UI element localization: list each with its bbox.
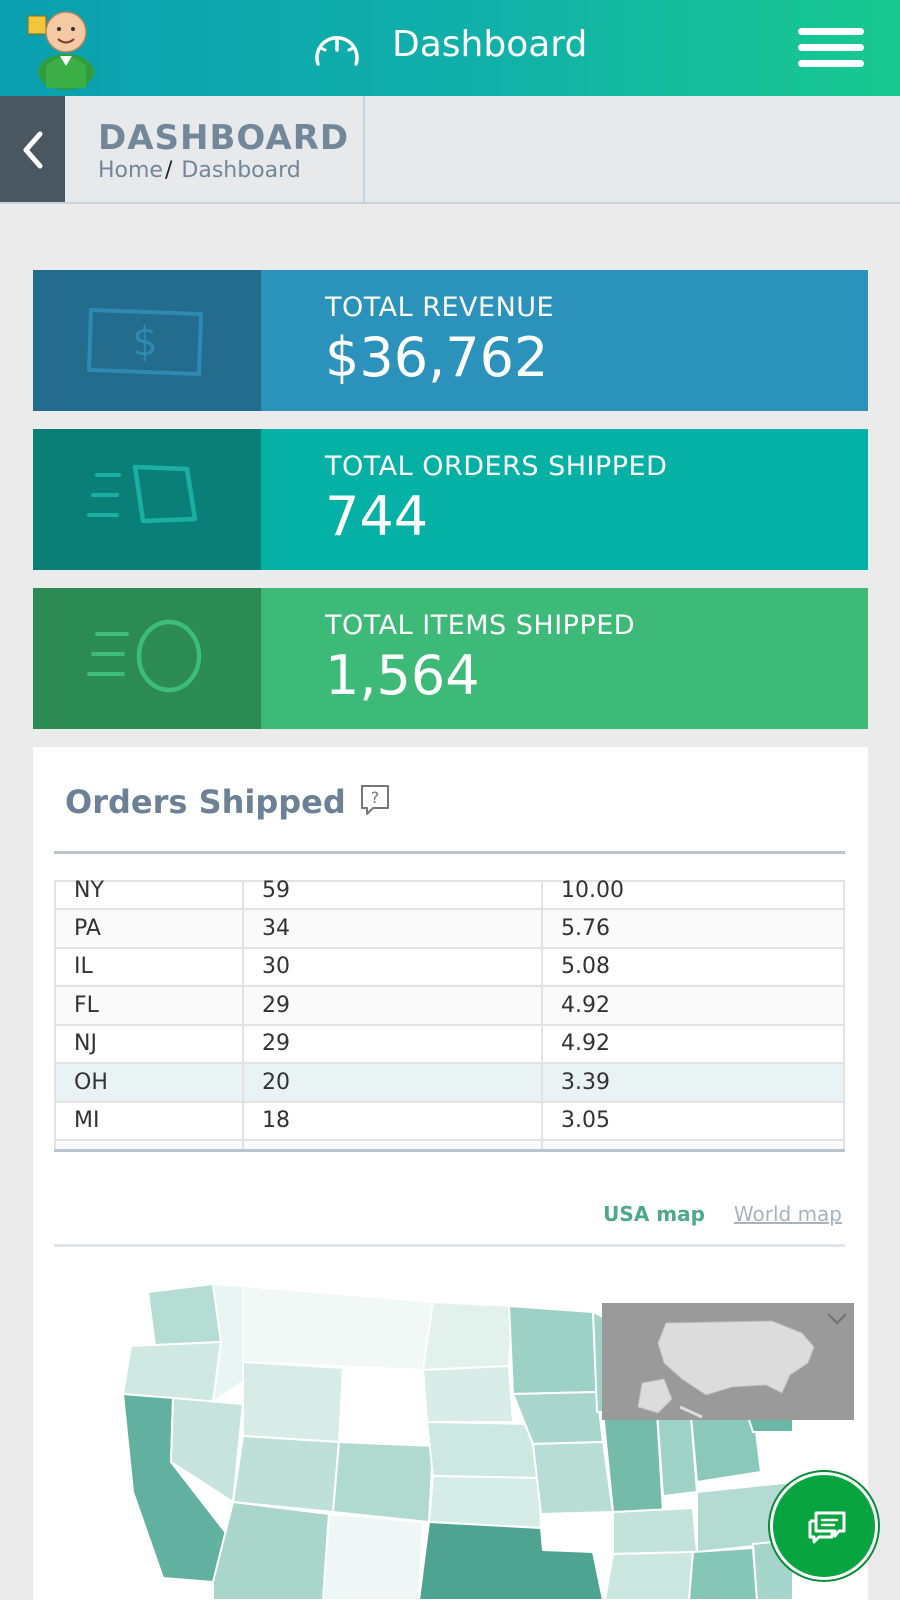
table-row: OH 20 3.39 — [54, 1062, 845, 1103]
percent-cell: 10.00 — [541, 880, 845, 910]
state-cell: NJ — [54, 1023, 244, 1064]
percent-cell: 5.08 — [541, 946, 845, 987]
percent-cell: 3.39 — [541, 1062, 845, 1103]
map-overview-inset[interactable] — [602, 1303, 854, 1420]
table-row: PA 34 5.76 — [54, 908, 845, 949]
divider — [54, 851, 845, 854]
state-cell: PA — [54, 908, 244, 949]
chevron-down-icon[interactable] — [826, 1308, 848, 1330]
count-cell: 18 — [242, 1100, 543, 1141]
hamburger-menu-icon[interactable] — [798, 26, 868, 70]
mascot-logo[interactable] — [26, 4, 102, 90]
fast-circle-icon — [87, 619, 202, 693]
breadcrumb-current: Dashboard — [181, 158, 301, 183]
count-cell: 30 — [242, 946, 543, 987]
divider — [54, 1244, 845, 1247]
table-row: FL 29 4.92 — [54, 985, 845, 1026]
count-cell: 34 — [242, 908, 543, 949]
percent-cell: 4.92 — [541, 985, 845, 1026]
speedometer-icon — [312, 26, 362, 70]
percent-cell: 4.92 — [541, 1023, 845, 1064]
fast-box-icon — [87, 464, 198, 524]
table-row: MI 18 3.05 — [54, 1100, 845, 1141]
stat-icon-area — [33, 588, 261, 729]
count-cell: 29 — [242, 1023, 543, 1064]
chat-bubbles-icon — [808, 1511, 846, 1544]
help-bubble-icon[interactable]: ? — [359, 783, 391, 817]
dollar-bill-icon: $ — [87, 308, 203, 376]
state-cell: MI — [54, 1100, 244, 1141]
table-row: NY 59 10.00 — [54, 880, 845, 910]
top-bar: Dashboard — [0, 0, 900, 96]
stat-label: TOTAL ITEMS SHIPPED — [325, 610, 636, 641]
world-map-link[interactable]: World map — [733, 1202, 842, 1226]
usa-map-link[interactable]: USA map — [603, 1202, 705, 1226]
breadcrumb: Home/ Dashboard — [98, 158, 301, 183]
state-cell: GA — [54, 1139, 244, 1149]
app-title: Dashboard — [392, 24, 588, 65]
stat-icon-area: $ — [33, 270, 261, 411]
table-row: IL 30 5.08 — [54, 946, 845, 987]
svg-text:$: $ — [132, 319, 157, 365]
stat-label: TOTAL REVENUE — [325, 292, 555, 323]
count-cell: 59 — [242, 880, 543, 910]
page-title: DASHBOARD — [98, 118, 350, 158]
table-row: NJ 29 4.92 — [54, 1023, 845, 1064]
state-cell: OH — [54, 1062, 244, 1103]
breadcrumb-box: DASHBOARD Home/ Dashboard — [65, 96, 365, 202]
back-button[interactable] — [0, 96, 65, 202]
orders-shipped-panel: Orders Shipped ? NY 59 10.00 PA 34 5.76 — [33, 747, 868, 1600]
svg-text:?: ? — [371, 788, 380, 807]
state-cell: FL — [54, 985, 244, 1026]
state-cell: IL — [54, 946, 244, 987]
chat-button[interactable] — [770, 1472, 878, 1580]
count-cell: 20 — [242, 1062, 543, 1103]
stat-icon-area — [33, 429, 261, 570]
breadcrumb-home-link[interactable]: Home — [98, 158, 163, 183]
stat-value: 1,564 — [325, 644, 480, 707]
orders-table[interactable]: NY 59 10.00 PA 34 5.76 IL 30 5.08 FL 29 — [54, 880, 845, 1152]
breadcrumb-separator: / — [164, 158, 173, 183]
chevron-left-icon — [23, 131, 43, 169]
stat-card-orders: TOTAL ORDERS SHIPPED 744 — [33, 429, 868, 570]
count-cell: 29 — [242, 985, 543, 1026]
percent-cell: 2.88 — [541, 1139, 845, 1149]
panel-title: Orders Shipped — [65, 783, 346, 821]
stat-text-area: TOTAL REVENUE $36,762 — [261, 270, 868, 411]
page-header: DASHBOARD Home/ Dashboard — [0, 96, 900, 204]
count-cell: 17 — [242, 1139, 543, 1149]
stat-label: TOTAL ORDERS SHIPPED — [325, 451, 668, 482]
state-cell: NY — [54, 880, 244, 910]
stat-card-revenue: $ TOTAL REVENUE $36,762 — [33, 270, 868, 411]
map-toggle: USA map World map — [581, 1202, 842, 1226]
stat-value: 744 — [325, 485, 429, 548]
stat-text-area: TOTAL ORDERS SHIPPED 744 — [261, 429, 868, 570]
stat-value: $36,762 — [325, 326, 549, 389]
percent-cell: 5.76 — [541, 908, 845, 949]
stat-text-area: TOTAL ITEMS SHIPPED 1,564 — [261, 588, 868, 729]
table-row: GA 17 2.88 — [54, 1139, 845, 1149]
percent-cell: 3.05 — [541, 1100, 845, 1141]
stat-card-items: TOTAL ITEMS SHIPPED 1,564 — [33, 588, 868, 729]
